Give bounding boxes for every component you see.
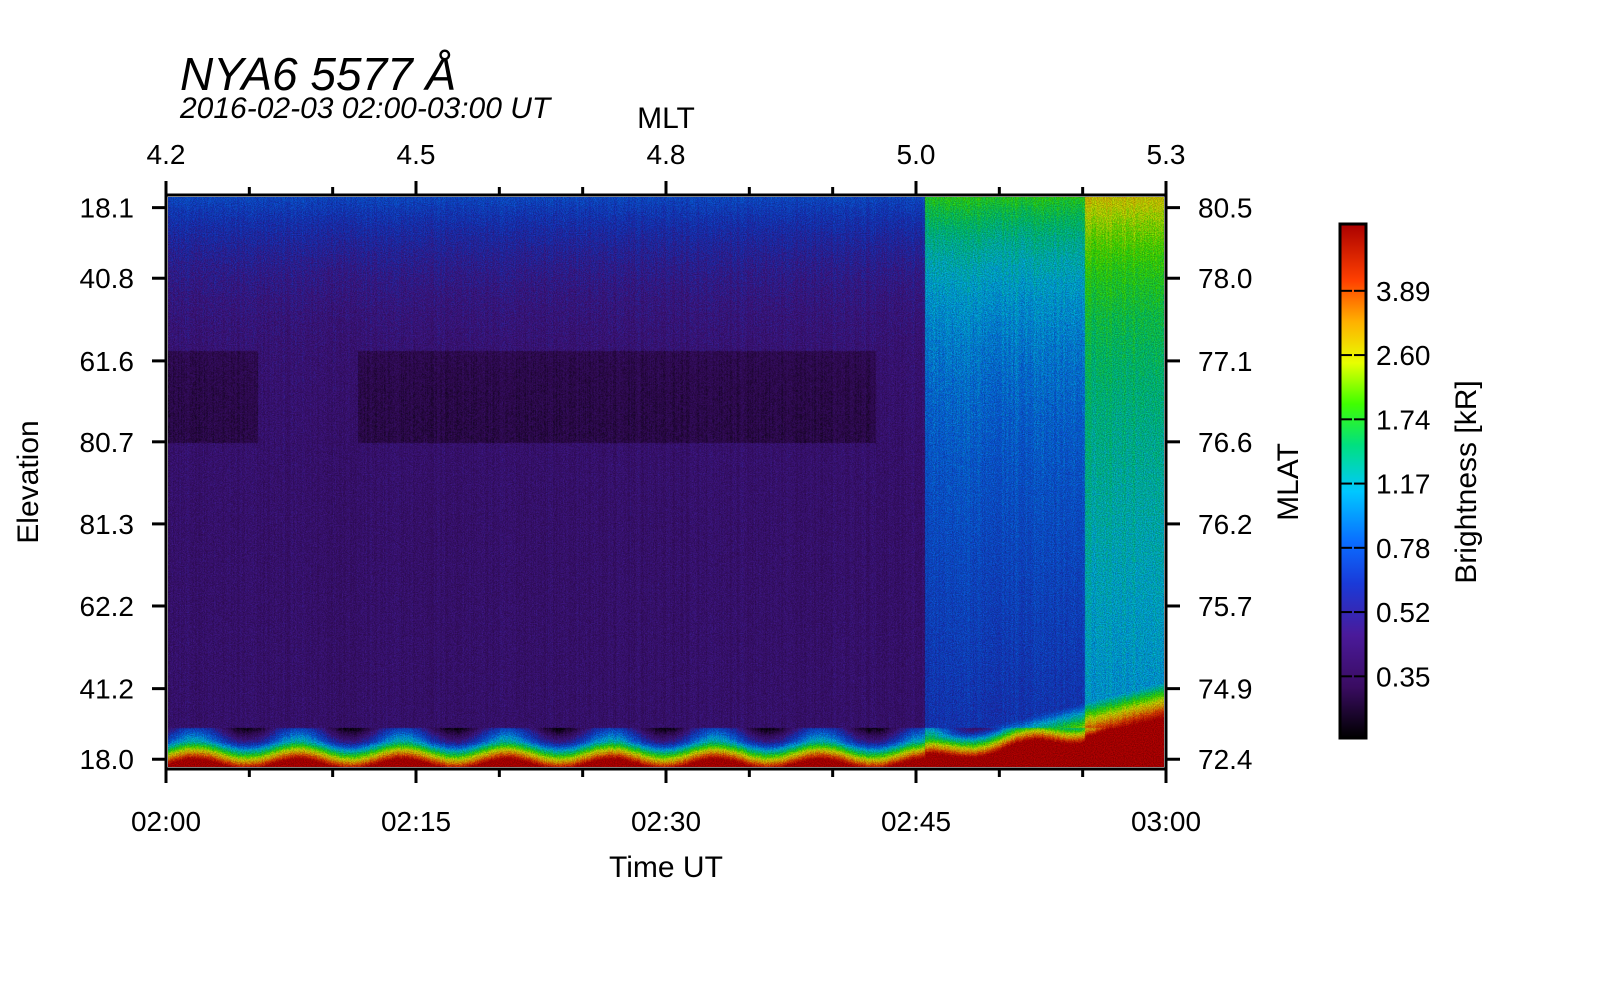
y2-axis: 80.5 78.0 77.1 76.6 76.2 75.7 74.9 72.4 — [1166, 193, 1253, 775]
x2-axis: 4.2 4.5 4.8 5.0 5.3 — [147, 139, 1186, 195]
y2-tick-label: 78.0 — [1198, 263, 1253, 294]
chart-subtitle: 2016-02-03 02:00-03:00 UT — [179, 92, 553, 125]
y-tick-label: 62.2 — [80, 591, 135, 622]
y-tick-label: 40.8 — [80, 263, 135, 294]
y2-tick-label: 80.5 — [1198, 193, 1253, 224]
y-axis: 18.1 40.8 61.6 80.7 81.3 62.2 41.2 18.0 — [80, 193, 166, 775]
colorbar-tick-label: 1.74 — [1376, 404, 1431, 435]
x-tick-label: 02:30 — [631, 806, 701, 837]
x-axis-label: Time UT — [609, 851, 723, 884]
x-tick-label: 03:00 — [1131, 806, 1201, 837]
y-tick-label: 41.2 — [80, 674, 135, 705]
y-tick-label: 18.0 — [80, 744, 135, 775]
colorbar-tick-label: 2.60 — [1376, 340, 1431, 371]
x-axis: 02:00 02:15 02:30 02:45 03:00 — [131, 769, 1201, 837]
y2-tick-label: 76.2 — [1198, 509, 1253, 540]
y2-tick-label: 76.6 — [1198, 427, 1253, 458]
y2-tick-label: 75.7 — [1198, 591, 1253, 622]
colorbar-ticks: 3.89 2.60 1.74 1.17 0.78 0.52 0.35 — [1340, 276, 1431, 692]
colorbar-tick-label: 0.35 — [1376, 661, 1431, 692]
x-tick-label: 02:15 — [381, 806, 451, 837]
y-tick-label: 81.3 — [80, 509, 135, 540]
x-tick-label: 02:00 — [131, 806, 201, 837]
colorbar-tick-label: 1.17 — [1376, 469, 1431, 500]
x2-tick-label: 4.2 — [147, 139, 186, 170]
y-tick-label: 18.1 — [80, 193, 135, 224]
y-tick-label: 61.6 — [80, 346, 135, 377]
colorbar-tick-label: 0.78 — [1376, 533, 1431, 564]
x2-tick-label: 4.8 — [647, 139, 686, 170]
chart-title: NYA6 5577 Å — [180, 48, 456, 100]
x2-axis-label: MLT — [637, 102, 695, 135]
y2-tick-label: 77.1 — [1198, 346, 1253, 377]
y2-tick-label: 72.4 — [1198, 744, 1253, 775]
y2-axis-label: MLAT — [1272, 443, 1305, 521]
colorbar — [1338, 222, 1368, 740]
y-tick-label: 80.7 — [80, 427, 135, 458]
colorbar-label: Brightness [kR] — [1450, 380, 1483, 583]
x-tick-label: 02:45 — [881, 806, 951, 837]
x2-tick-label: 4.5 — [397, 139, 436, 170]
x2-tick-label: 5.0 — [897, 139, 936, 170]
colorbar-tick-label: 3.89 — [1376, 276, 1431, 307]
y-axis-label: Elevation — [12, 420, 45, 543]
colorbar-tick-label: 0.52 — [1376, 597, 1431, 628]
heatmap-grain — [168, 197, 1164, 767]
y2-tick-label: 74.9 — [1198, 674, 1253, 705]
x2-tick-label: 5.3 — [1147, 139, 1186, 170]
